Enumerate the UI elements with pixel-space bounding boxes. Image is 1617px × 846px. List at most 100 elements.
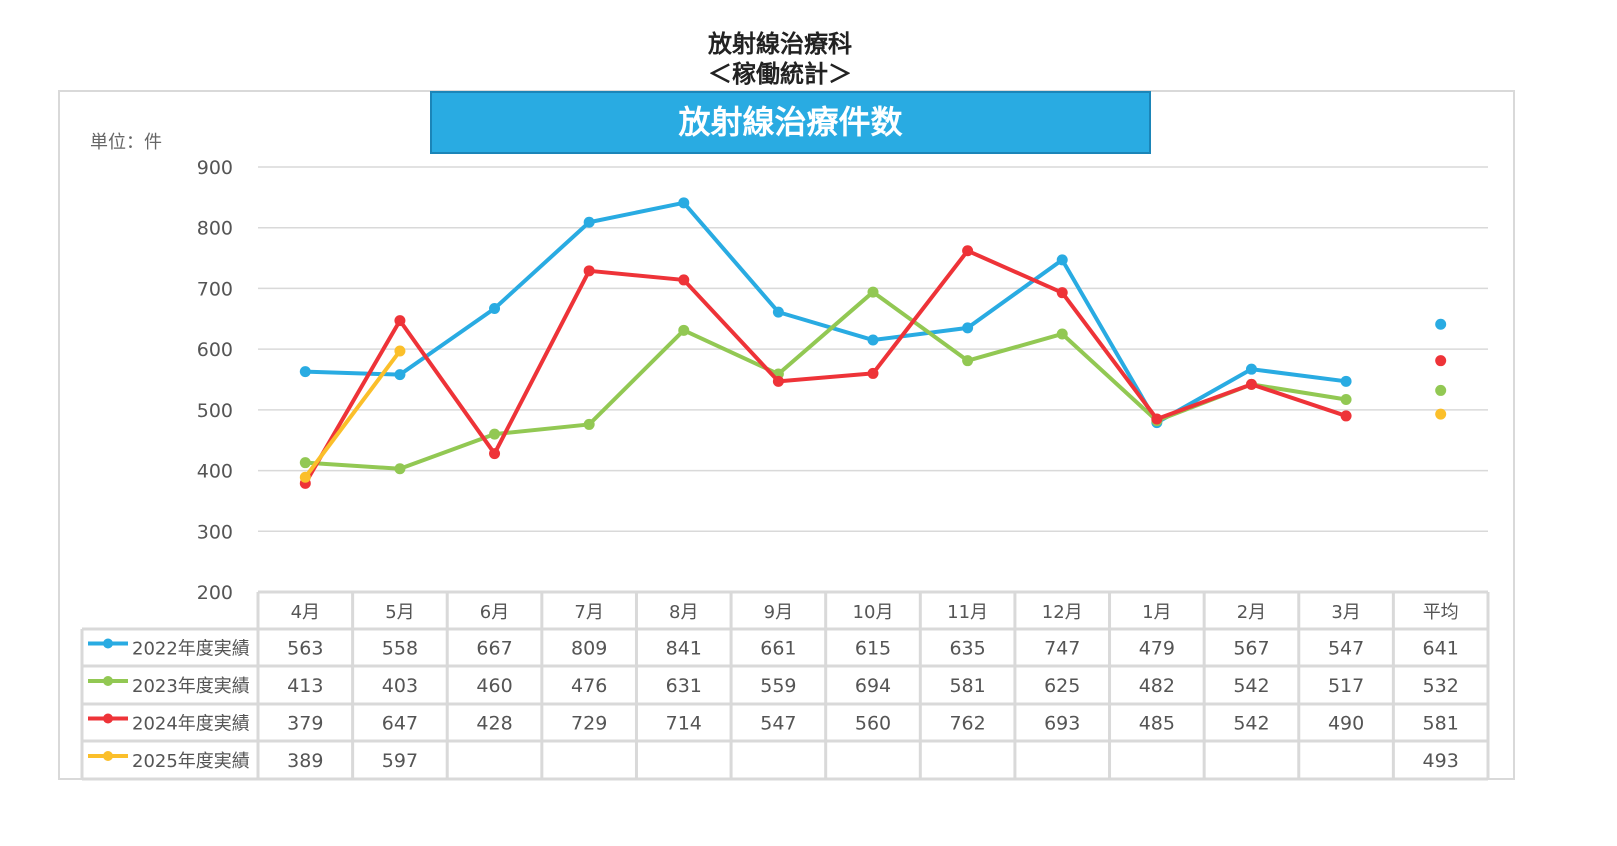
legend-label: 2022年度実績 [132, 639, 250, 660]
table-cell: 428 [476, 713, 512, 735]
table-cell-average: 581 [1423, 713, 1459, 735]
table-cell: 625 [1044, 675, 1080, 697]
table-cell: 714 [666, 713, 702, 735]
table-cell: 667 [476, 638, 512, 660]
y-tick-label: 800 [197, 218, 233, 240]
table-cell: 747 [1044, 638, 1080, 660]
table-cell: 482 [1139, 675, 1175, 697]
data-point [394, 315, 406, 327]
table-header: 7月 [574, 602, 603, 623]
data-point [678, 324, 690, 336]
data-point [489, 428, 501, 440]
average-point [1435, 318, 1447, 330]
data-point [1056, 254, 1068, 266]
table-cell: 542 [1233, 675, 1269, 697]
data-point [1340, 375, 1352, 387]
table-cell: 547 [1328, 638, 1364, 660]
data-point [583, 265, 595, 277]
unit-label: 単位：件 [90, 132, 162, 153]
table-cell: 615 [855, 638, 891, 660]
y-tick-label: 900 [197, 157, 233, 179]
table-cell: 567 [1233, 638, 1269, 660]
table-cell: 542 [1233, 713, 1269, 735]
table-header: 8月 [669, 602, 698, 623]
table-header: 平均 [1423, 602, 1459, 623]
data-point [772, 306, 784, 318]
table-cell: 729 [571, 713, 607, 735]
data-point [1340, 394, 1352, 406]
chart-title: 放射線治療件数 [430, 91, 1151, 154]
table-cell-average: 493 [1423, 750, 1459, 772]
table-cell: 517 [1328, 675, 1364, 697]
table-cell: 809 [571, 638, 607, 660]
series-line [303, 349, 402, 479]
table-cell: 762 [949, 713, 985, 735]
table-header: 9月 [764, 602, 793, 623]
data-point [583, 216, 595, 228]
table-header: 12月 [1042, 602, 1083, 623]
y-tick-label: 600 [197, 339, 233, 361]
legend-marker [103, 676, 113, 686]
table-cell: 476 [571, 675, 607, 697]
y-tick-label: 700 [197, 278, 233, 300]
series-line [303, 248, 1347, 485]
table-cell: 563 [287, 638, 323, 660]
average-point [1435, 355, 1447, 367]
legend-marker [103, 713, 113, 724]
legend-label: 2025年度実績 [132, 751, 250, 772]
table-cell: 559 [760, 675, 796, 697]
table-cell: 661 [760, 638, 796, 660]
table-cell-average: 641 [1423, 638, 1459, 660]
table-header: 4月 [291, 602, 320, 623]
table-cell: 547 [760, 713, 796, 735]
table-cell: 841 [666, 638, 702, 660]
table-cell: 631 [666, 675, 702, 697]
table-header: 2月 [1237, 602, 1266, 623]
data-point [867, 367, 879, 379]
table-cell: 379 [287, 713, 323, 735]
series-line [305, 290, 1347, 471]
table-cell: 389 [287, 750, 323, 772]
table-cell: 647 [382, 713, 418, 735]
data-point [962, 322, 974, 334]
data-point [394, 345, 406, 357]
table-header: 3月 [1331, 602, 1360, 623]
table-cell: 694 [855, 675, 891, 697]
table-cell: 597 [382, 750, 418, 772]
table-cell: 635 [949, 638, 985, 660]
data-point [583, 418, 595, 430]
series-line [305, 200, 1347, 425]
data-point [1151, 413, 1163, 425]
table-cell: 693 [1044, 713, 1080, 735]
legend-marker [103, 638, 113, 649]
data-point [962, 355, 974, 367]
legend-label: 2023年度実績 [132, 676, 250, 697]
data-point [678, 274, 690, 286]
data-point [1056, 287, 1068, 299]
data-point [772, 375, 784, 387]
legend-marker [103, 751, 113, 761]
table-cell: 490 [1328, 713, 1364, 735]
data-point [1245, 378, 1257, 390]
average-point [1435, 384, 1447, 396]
table-cell: 560 [855, 713, 891, 735]
table-header: 5月 [385, 602, 414, 623]
page-title: 放射線治療科 [708, 30, 852, 58]
table-cell: 460 [476, 675, 512, 697]
y-tick-label: 200 [197, 582, 233, 604]
data-point [678, 197, 690, 209]
data-point [1340, 410, 1352, 422]
table-cell: 403 [382, 675, 418, 697]
page-subtitle: ＜稼働統計＞ [708, 60, 852, 88]
table-header: 1月 [1142, 602, 1171, 623]
data-point [1245, 363, 1257, 375]
y-tick-label: 400 [197, 461, 233, 483]
data-point [299, 457, 311, 469]
data-point [394, 463, 406, 475]
table-cell: 581 [949, 675, 985, 697]
table-header: 11月 [947, 602, 988, 623]
average-point [1435, 408, 1447, 420]
table-cell: 479 [1139, 638, 1175, 660]
table-cell: 558 [382, 638, 418, 660]
